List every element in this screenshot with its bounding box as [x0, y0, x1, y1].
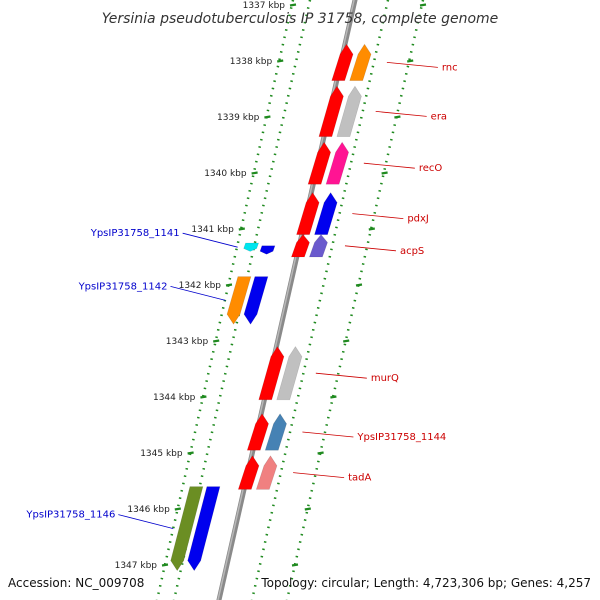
- gene-recO-red: [307, 141, 331, 185]
- gene-label-YpsIP31758_1144: YpsIP31758_1144: [356, 432, 446, 443]
- gene-rnc-track: [349, 43, 372, 81]
- gene-label-leader: [315, 372, 367, 379]
- tick-label: 1338 kbp: [230, 57, 273, 67]
- gene-rnc-red: [331, 43, 354, 81]
- gene-YpsIP31758_1146-track: [170, 486, 204, 572]
- gene-label-YpsIP31758_1141: YpsIP31758_1141: [90, 228, 180, 239]
- tick-mark: [264, 115, 271, 119]
- gene-label-rnc: rnc: [442, 62, 458, 73]
- gene-YpsIP31758_1142-track: [226, 276, 252, 325]
- gene-label-leader: [293, 472, 345, 478]
- gene-pdxJ-track: [314, 192, 338, 235]
- gene-label-murQ: murQ: [371, 373, 399, 384]
- gene-YpsIP31758_1144-red: [246, 413, 269, 451]
- gene-murQ-track: [276, 346, 303, 401]
- tick-mark: [225, 283, 233, 287]
- gene-YpsIP31758_1141-blue: [259, 245, 276, 255]
- tick-label: 1339 kbp: [217, 113, 260, 123]
- gene-tadA-track: [255, 455, 278, 490]
- gene-era-red: [318, 85, 344, 137]
- gene-label-recO: recO: [419, 163, 443, 174]
- tick-label: 1345 kbp: [140, 449, 183, 459]
- tick-mark: [213, 339, 220, 343]
- tick-mark: [200, 395, 207, 399]
- tick-mark: [394, 115, 401, 119]
- gene-tadA-red: [237, 455, 260, 490]
- gene-label-leader: [170, 286, 226, 301]
- gene-era-track: [336, 85, 362, 137]
- tick-label: 1337 kbp: [243, 1, 286, 11]
- tick-mark: [330, 395, 337, 399]
- accession-text: Accession: NC_009708: [8, 576, 144, 590]
- tick-label: 1340 kbp: [204, 169, 247, 179]
- gene-label-leader: [363, 162, 415, 169]
- gene-murQ-red: [258, 346, 285, 401]
- gene-acpS-track: [308, 234, 328, 258]
- gene-label-leader: [386, 62, 438, 68]
- tick-mark: [355, 283, 363, 287]
- gene-YpsIP31758_1142-blue: [243, 276, 269, 325]
- gene-acpS-red: [290, 234, 310, 258]
- tick-mark: [161, 563, 169, 567]
- gene-YpsIP31758_1146-blue: [187, 486, 221, 572]
- gene-label-leader: [182, 232, 238, 248]
- tick-label: 1346 kbp: [127, 505, 170, 515]
- genes-layer: [170, 43, 372, 572]
- tick-label: 1347 kbp: [115, 561, 158, 571]
- tick-mark: [407, 59, 414, 63]
- gene-label-acpS: acpS: [400, 246, 424, 257]
- gene-label-tadA: tadA: [348, 473, 371, 484]
- tick-mark: [238, 227, 245, 231]
- gene-label-era: era: [431, 111, 447, 122]
- tick-mark: [174, 507, 181, 511]
- tick-label: 1341 kbp: [191, 225, 234, 235]
- gene-label-leader: [118, 514, 174, 529]
- tick-label: 1342 kbp: [179, 281, 222, 291]
- tick-mark: [304, 507, 311, 511]
- gene-label-leader: [375, 111, 427, 117]
- gene-YpsIP31758_1144-track: [264, 413, 287, 451]
- tick-mark: [368, 227, 375, 231]
- gene-label-YpsIP31758_1142: YpsIP31758_1142: [78, 281, 168, 292]
- tick-label: 1344 kbp: [153, 393, 196, 403]
- dotted-guide-line: [250, 0, 390, 600]
- gene-YpsIP31758_1141-track: [243, 242, 260, 252]
- gene-label-leader: [302, 431, 354, 438]
- tick-mark: [277, 59, 284, 63]
- tick-mark: [317, 451, 324, 455]
- gene-labels-layer: rnc era recO pdxJ acpS murQ YpsIP31758_1144tad…: [25, 62, 458, 529]
- dotted-guide-line: [285, 0, 425, 600]
- tick-mark: [291, 563, 299, 567]
- tick-mark: [343, 339, 350, 343]
- gene-label-leader: [344, 245, 396, 252]
- tick-mark: [381, 171, 388, 175]
- gene-label-pdxJ: pdxJ: [407, 214, 429, 225]
- gene-label-leader: [352, 213, 404, 219]
- topology-text: Topology: circular; Length: 4,723,306 bp…: [260, 576, 591, 590]
- tick-mark: [419, 3, 427, 7]
- gene-label-YpsIP31758_1146: YpsIP31758_1146: [25, 510, 115, 521]
- tick-mark: [187, 451, 194, 455]
- tick-mark: [289, 3, 297, 7]
- map-title: Yersinia pseudotuberculosis IP 31758, co…: [102, 11, 499, 27]
- tick-mark: [251, 171, 258, 175]
- ticks-layer: 1337 kbp 1338 kbp 1339 kbp 1340 kbp 1341 kbp…: [115, 1, 427, 571]
- gene-recO-track: [325, 141, 349, 185]
- tick-label: 1343 kbp: [166, 337, 209, 347]
